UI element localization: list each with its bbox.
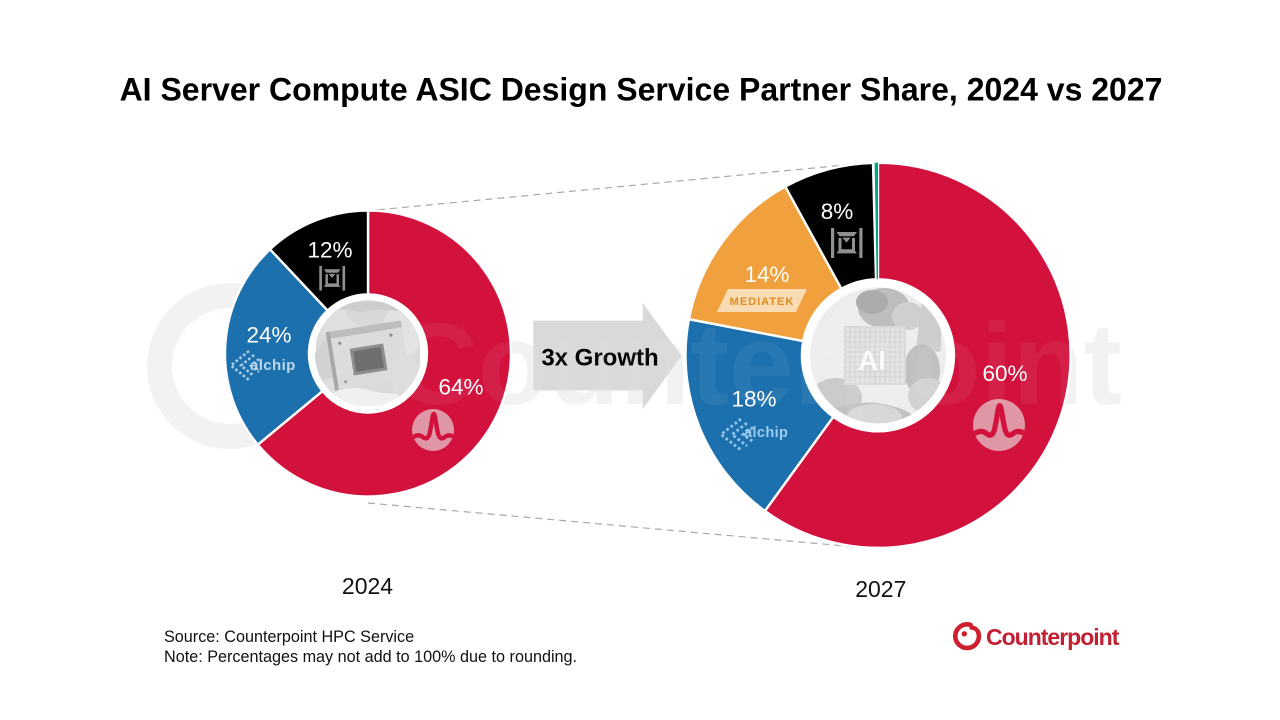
svg-text:Note: Percentages may not add: Note: Percentages may not add to 100% du…: [164, 648, 577, 666]
svg-text:Source: Counterpoint HPC Servi: Source: Counterpoint HPC Service: [164, 628, 414, 646]
svg-text:2027: 2027: [855, 576, 906, 602]
svg-text:alchip: alchip: [744, 425, 788, 441]
svg-text:64%: 64%: [438, 375, 483, 400]
svg-text:14%: 14%: [744, 262, 789, 287]
svg-text:AI: AI: [858, 345, 886, 376]
svg-text:2024: 2024: [342, 573, 393, 599]
svg-text:18%: 18%: [731, 387, 776, 412]
svg-text:8%: 8%: [821, 199, 854, 224]
svg-text:Counterpoint: Counterpoint: [986, 624, 1120, 650]
svg-text:AI Server Compute ASIC Design: AI Server Compute ASIC Design Service Pa…: [120, 72, 1163, 108]
svg-text:60%: 60%: [982, 361, 1027, 386]
svg-text:12%: 12%: [307, 238, 352, 263]
svg-text:Counterpoint: Counterpoint: [394, 299, 1122, 429]
svg-text:alchip: alchip: [250, 357, 296, 374]
svg-text:3x Growth: 3x Growth: [541, 345, 658, 372]
svg-text:MEDIATEK: MEDIATEK: [730, 296, 795, 308]
svg-text:24%: 24%: [246, 323, 291, 348]
